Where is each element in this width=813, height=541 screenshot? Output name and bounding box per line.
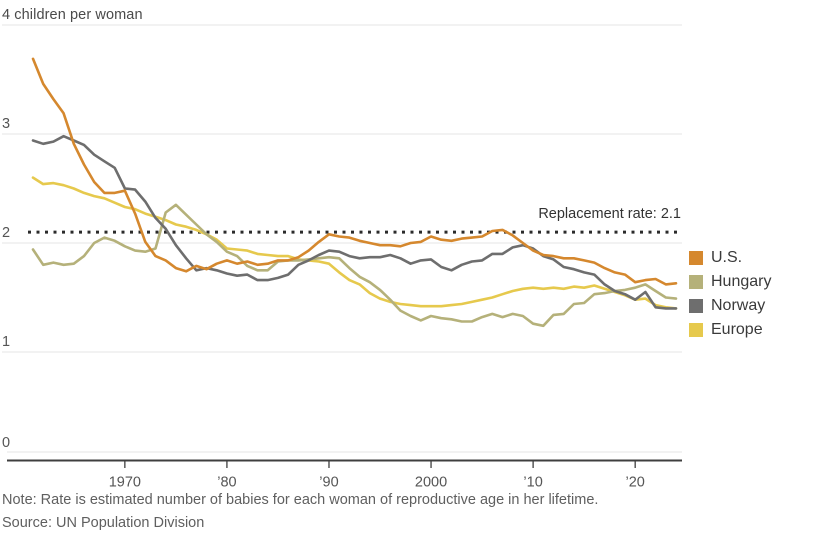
replacement-rate-label: Replacement rate: 2.1 bbox=[538, 206, 681, 222]
x-tick-label: ’80 bbox=[217, 475, 236, 491]
y-tick-label-0: 0 bbox=[2, 435, 11, 451]
legend-label-hungary: Hungary bbox=[711, 273, 772, 290]
legend-label-us: U.S. bbox=[711, 249, 743, 266]
legend-swatch-us bbox=[689, 251, 703, 265]
y-axis-unit-label: 4 children per woman bbox=[2, 7, 143, 23]
series-line-us bbox=[31, 57, 678, 286]
legend-item-norway: Norway bbox=[689, 294, 771, 318]
legend: U.S. Hungary Norway Europe bbox=[689, 246, 771, 342]
series-line-norway bbox=[31, 134, 678, 310]
x-tick-label: 1970 bbox=[109, 475, 141, 491]
chart-note: Note: Rate is estimated number of babies… bbox=[2, 492, 599, 508]
y-tick-label-3: 3 bbox=[2, 116, 11, 132]
legend-item-europe: Europe bbox=[689, 318, 771, 342]
x-tick-label: ’90 bbox=[319, 475, 338, 491]
x-tick-label: ’10 bbox=[523, 475, 542, 491]
series-line-europe bbox=[31, 176, 678, 310]
y-tick-label-2: 2 bbox=[2, 225, 11, 241]
y-tick-label-1: 1 bbox=[2, 334, 11, 350]
x-tick-label: 2000 bbox=[415, 475, 447, 491]
legend-label-europe: Europe bbox=[711, 321, 763, 338]
legend-swatch-europe bbox=[689, 323, 703, 337]
legend-swatch-norway bbox=[689, 299, 703, 313]
legend-item-hungary: Hungary bbox=[689, 270, 771, 294]
legend-swatch-hungary bbox=[689, 275, 703, 289]
legend-item-us: U.S. bbox=[689, 246, 771, 270]
series-line-hungary bbox=[31, 203, 678, 328]
legend-label-norway: Norway bbox=[711, 297, 766, 314]
x-tick-label: ’20 bbox=[625, 475, 644, 491]
chart-source: Source: UN Population Division bbox=[2, 515, 205, 531]
